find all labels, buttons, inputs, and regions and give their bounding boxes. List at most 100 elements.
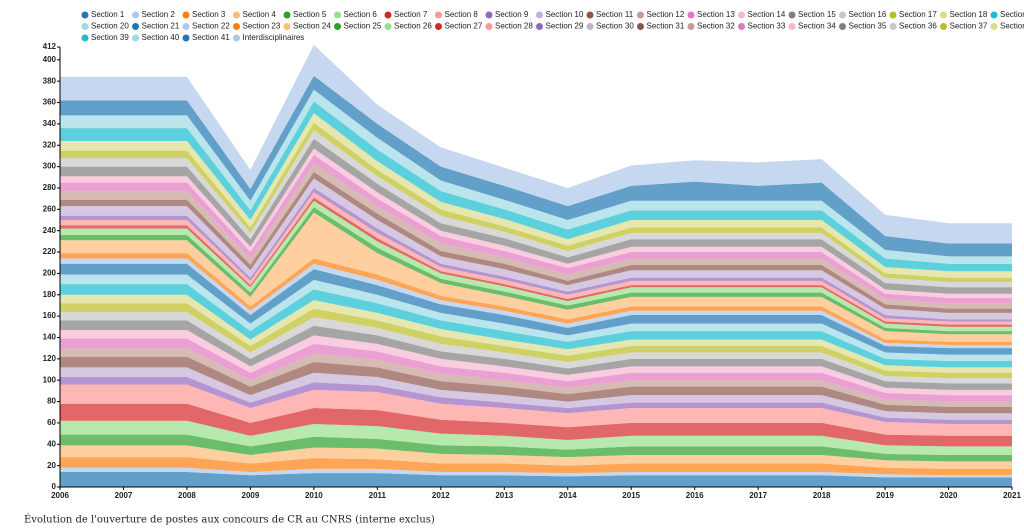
legend-swatch: [81, 11, 89, 19]
legend-swatch: [788, 23, 796, 30]
legend-swatch: [839, 11, 846, 19]
legend-swatch: [738, 11, 745, 19]
area: [60, 434, 1012, 462]
legend-item: Section 23: [233, 22, 281, 31]
y-tick-label: 40: [47, 439, 56, 448]
x-tick-label: 2018: [813, 491, 831, 500]
x-tick-label: 2017: [749, 491, 767, 500]
legend-label: Section 39: [91, 33, 129, 42]
legend-swatch: [435, 11, 442, 19]
legend-swatch: [334, 23, 341, 30]
legend-label: Section 9: [495, 10, 529, 19]
y-tick-label: 340: [43, 119, 57, 128]
legend-swatch: [81, 34, 89, 42]
legend-item: Section 13: [687, 10, 735, 19]
legend-label: Section 13: [697, 10, 735, 19]
area: [60, 320, 1012, 390]
legend-label: Section 24: [293, 22, 331, 31]
legend-item: Section 4: [233, 10, 276, 19]
legend-swatch: [940, 11, 947, 19]
area: [60, 356, 1012, 414]
legend-item: Section 31: [637, 22, 685, 31]
legend-swatch: [536, 11, 543, 19]
y-tick-label: 240: [43, 226, 57, 235]
y-tick-label: 412: [43, 42, 57, 51]
legend-item: Section 30: [586, 22, 634, 31]
caption: Évolution de l'ouverture de postes aux c…: [24, 514, 435, 526]
y-tick-label: 60: [47, 418, 56, 427]
legend-item: Section 39: [81, 33, 129, 42]
legend-item: Section 32: [687, 22, 735, 31]
legend-label: Section 4: [243, 10, 277, 19]
area: [60, 377, 1012, 424]
area: [60, 467, 1012, 478]
legend-swatch: [889, 23, 897, 30]
legend-item: Section 22: [182, 22, 230, 31]
x-tick-label: 2012: [432, 491, 450, 500]
legend-swatch: [132, 34, 139, 42]
legend-label: Section 22: [192, 22, 230, 31]
legend-swatch: [283, 23, 291, 30]
legend-item: Section 35: [839, 22, 887, 31]
area: [60, 445, 1012, 469]
x-tick-label: 2016: [686, 491, 704, 500]
y-tick-label: 200: [43, 269, 57, 278]
area: [60, 457, 1012, 476]
legend-item: Section 38: [990, 22, 1024, 31]
y-tick-label: 260: [43, 204, 57, 213]
y-tick-label: 360: [43, 98, 57, 107]
legend-swatch: [586, 23, 594, 30]
x-tick-label: 2019: [876, 491, 894, 500]
legend-item: Section 34: [788, 22, 836, 31]
legend-swatch: [586, 11, 594, 19]
area: [60, 212, 1012, 342]
legend-item: Section 18: [940, 10, 988, 19]
legend-swatch: [334, 11, 341, 19]
x-tick-label: 2020: [940, 491, 958, 500]
legend-item: Section 27: [435, 22, 483, 31]
y-tick-label: 100: [43, 375, 57, 384]
legend-label: Section 14: [748, 10, 786, 19]
x-tick-label: 2009: [242, 491, 260, 500]
legend-swatch: [536, 23, 543, 30]
legend-item: Section 3: [182, 10, 226, 19]
area: [60, 294, 1012, 373]
y-tick-label: 300: [43, 162, 57, 171]
legend-label: Section 35: [849, 22, 887, 31]
legend-label: Section 38: [1000, 22, 1024, 31]
legend-swatch: [788, 11, 796, 19]
legend-label: Interdisciplinaires: [243, 33, 305, 42]
y-tick-label: 280: [43, 183, 57, 192]
legend-swatch: [233, 23, 240, 30]
legend-label: Section 26: [394, 22, 432, 31]
areas: [60, 44, 1012, 487]
area: [60, 284, 1012, 368]
x-tick-label: 2014: [559, 491, 577, 500]
legend-label: Section 6: [344, 10, 378, 19]
legend-swatch: [637, 11, 644, 19]
x-tick-label: 2007: [115, 491, 133, 500]
area: [60, 263, 1012, 355]
area: [60, 274, 1012, 361]
legend-label: Section 3: [192, 10, 226, 19]
legend-item: Section 7: [384, 10, 428, 19]
legend-item: Section 29: [536, 22, 584, 31]
area: [60, 311, 1012, 384]
area: [60, 303, 1012, 379]
legend-label: Section 1: [91, 10, 125, 19]
x-tick-label: 2021: [1003, 491, 1021, 500]
legend-item: Section 41: [182, 33, 230, 42]
legend-item: Section 16: [839, 10, 887, 19]
y-tick-label: 0: [52, 482, 57, 491]
legend-label: Section 21: [142, 22, 180, 31]
legend-label: Section 19: [1000, 10, 1024, 19]
legend-swatch: [637, 23, 644, 30]
legend-label: Section 30: [596, 22, 634, 31]
legend-swatch: [940, 23, 947, 30]
legend-label: Section 12: [647, 10, 685, 19]
legend-label: Section 33: [748, 22, 786, 31]
y-tick-label: 380: [43, 76, 57, 85]
legend-swatch: [839, 23, 846, 30]
x-tick-label: 2008: [178, 491, 196, 500]
legend-label: Section 15: [798, 10, 836, 19]
